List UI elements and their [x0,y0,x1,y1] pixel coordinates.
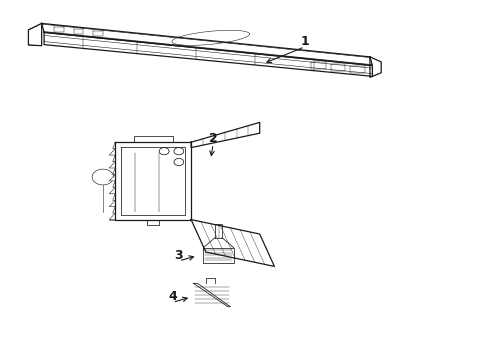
Text: 1: 1 [300,35,309,48]
Text: 3: 3 [174,249,183,262]
Text: 4: 4 [168,291,177,303]
Text: 2: 2 [209,132,218,145]
